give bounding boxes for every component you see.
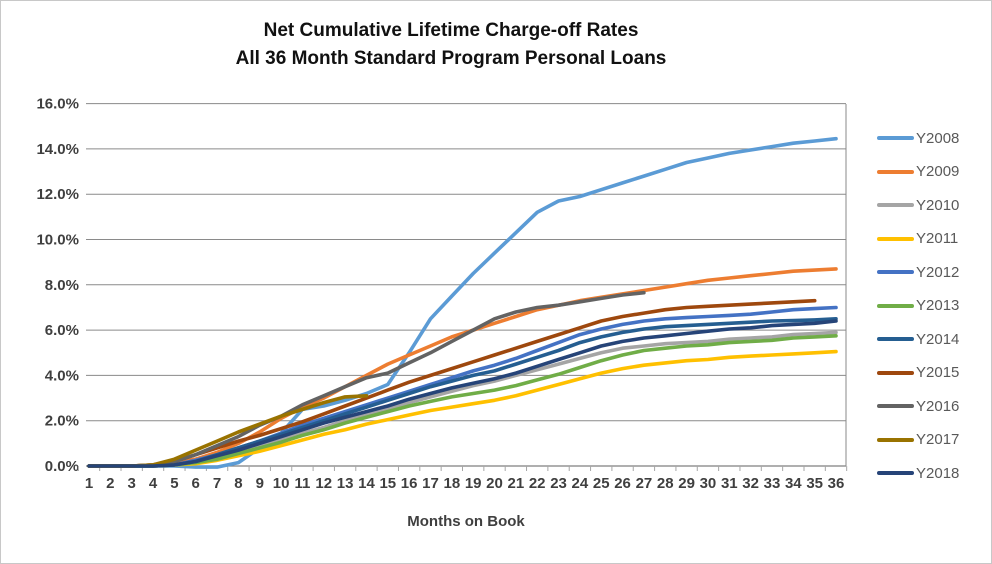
y-tick-label: 12.0%: [36, 186, 79, 203]
x-tick-label: 28: [657, 475, 674, 492]
legend-item-Y2010: Y2010: [877, 195, 989, 215]
x-tick-label: 26: [614, 475, 631, 492]
legend-label: Y2018: [916, 464, 960, 482]
legend-label: Y2016: [916, 397, 960, 415]
x-tick-label: 3: [128, 475, 136, 492]
series-line-Y2013: [87, 333, 838, 468]
x-tick-label: 14: [358, 475, 375, 492]
chart-title-line1: Net Cumulative Lifetime Charge-off Rates: [263, 20, 639, 41]
series-line-Y2018: [87, 319, 838, 468]
y-tick-label: 2.0%: [45, 413, 79, 430]
x-tick-label: 32: [742, 475, 759, 492]
x-tick-label: 17: [422, 475, 439, 492]
legend-label: Y2012: [916, 263, 960, 281]
legend-label: Y2017: [916, 431, 960, 448]
legend-label: Y2009: [916, 163, 960, 180]
x-tick-label: 27: [636, 475, 653, 492]
series-line-Y2016: [87, 290, 646, 468]
y-tick-label: 14.0%: [36, 141, 79, 158]
legend-item-Y2017: Y2017: [877, 430, 989, 450]
legend-item-Y2018: Y2018: [877, 463, 989, 483]
legend-item-Y2008: Y2008: [877, 128, 989, 148]
legend-label: Y2015: [916, 364, 960, 381]
legend-label: Y2013: [916, 297, 960, 314]
y-tick-label: 6.0%: [45, 322, 79, 339]
chart-title-line2: All 36 Month Standard Program Personal L…: [235, 48, 667, 69]
x-axis-title: Months on Book: [407, 513, 525, 530]
legend-swatch-Y2018: [877, 471, 914, 475]
legend-swatch-Y2011: [877, 236, 914, 241]
x-tick-label: 8: [234, 475, 242, 492]
x-tick-label: 13: [337, 475, 354, 492]
x-tick-label: 31: [721, 475, 738, 492]
x-tick-label: 35: [806, 475, 823, 492]
legend: Y2008 Y2009 Y2010 Y2011 Y2012 Y2013 Y2014 Y2015…: [877, 128, 989, 497]
x-tick-label: 25: [593, 475, 610, 492]
x-tick-label: 11: [295, 475, 311, 492]
x-tick-label: 34: [785, 475, 802, 492]
x-tick-label: 30: [700, 475, 717, 492]
legend-swatch-Y2012: [877, 270, 914, 274]
x-tick-label: 5: [170, 475, 178, 492]
legend-item-Y2015: Y2015: [877, 363, 989, 383]
series-line-Y2009: [87, 267, 838, 468]
y-tick-label: 0.0%: [45, 458, 79, 475]
x-tick-label: 2: [106, 475, 114, 492]
legend-item-Y2013: Y2013: [877, 296, 989, 316]
legend-swatch-Y2017: [877, 437, 914, 442]
legend-swatch-Y2014: [877, 337, 914, 341]
x-tick-label: 23: [550, 475, 567, 492]
legend-swatch-Y2013: [877, 303, 914, 308]
x-tick-label: 7: [213, 475, 221, 492]
x-tick-label: 4: [149, 475, 158, 492]
x-tick-label: 15: [379, 475, 396, 492]
chart-title: Net Cumulative Lifetime Charge-off Rates…: [91, 17, 811, 73]
series-line-Y2008: [87, 136, 838, 469]
x-tick-label: 12: [315, 475, 332, 492]
legend-label: Y2008: [916, 129, 960, 147]
x-tick-label: 24: [572, 475, 589, 492]
legend-item-Y2016: Y2016: [877, 396, 989, 416]
x-tick-label: 6: [192, 475, 200, 492]
x-tick-label: 1: [85, 475, 93, 492]
x-tick-label: 9: [256, 475, 264, 492]
legend-item-Y2014: Y2014: [877, 329, 989, 349]
x-tick-label: 22: [529, 475, 546, 492]
y-tick-label: 10.0%: [36, 232, 79, 249]
legend-swatch-Y2016: [877, 404, 914, 408]
x-tick-label: 29: [678, 475, 695, 492]
legend-swatch-Y2009: [877, 169, 914, 174]
x-tick-label: 18: [443, 475, 460, 492]
legend-item-Y2011: Y2011: [877, 229, 989, 249]
legend-label: Y2011: [916, 230, 959, 247]
x-tick-label: 21: [508, 475, 525, 492]
x-tick-label: 36: [828, 475, 845, 492]
x-tick-label: 10: [273, 475, 290, 492]
x-tick-label: 16: [401, 475, 418, 492]
y-tick-label: 4.0%: [45, 367, 79, 384]
legend-label: Y2010: [916, 196, 960, 214]
y-tick-label: 8.0%: [45, 277, 79, 294]
x-tick-label: 20: [486, 475, 503, 492]
x-tick-label: 19: [465, 475, 482, 492]
legend-label: Y2014: [916, 330, 960, 348]
legend-swatch-Y2015: [877, 370, 914, 375]
legend-swatch-Y2010: [877, 203, 914, 207]
x-tick-label: 33: [764, 475, 781, 492]
legend-swatch-Y2008: [877, 136, 914, 140]
legend-item-Y2012: Y2012: [877, 262, 989, 282]
legend-item-Y2009: Y2009: [877, 162, 989, 182]
y-tick-label: 16.0%: [36, 96, 79, 113]
